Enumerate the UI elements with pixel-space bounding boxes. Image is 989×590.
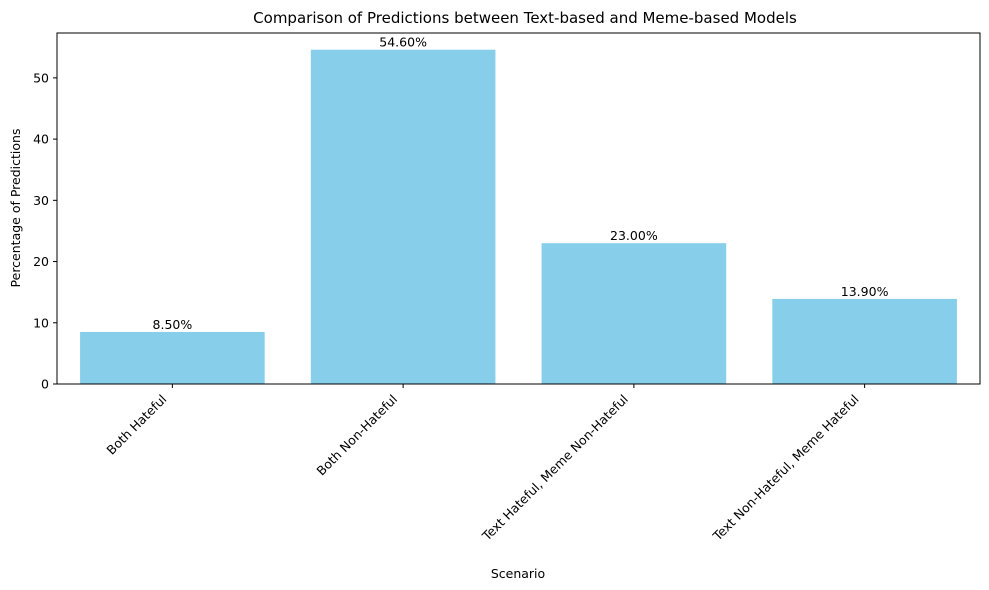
chart-title: Comparison of Predictions between Text-b… bbox=[253, 9, 797, 27]
y-tick-label-3: 20 bbox=[33, 254, 49, 269]
plot-frame bbox=[56, 32, 981, 385]
bar-3 bbox=[541, 243, 727, 384]
y-tick-label-6: 50 bbox=[33, 70, 49, 85]
plot-area: 8.50% 54.60% 23.00% 13.90% 0 10 20 30 40 50 Both H… bbox=[33, 32, 981, 545]
y-tick-label-2: 10 bbox=[33, 315, 49, 330]
bar-1 bbox=[80, 331, 265, 384]
data-label-3: 23.00% bbox=[610, 228, 658, 243]
y-tick-label-5: 40 bbox=[33, 132, 49, 147]
bar-4 bbox=[772, 298, 957, 384]
x-tick-label-1: Both Hateful bbox=[103, 392, 169, 458]
x-tick-label-2: Both Non-Hateful bbox=[313, 392, 400, 479]
data-label-2: 54.60% bbox=[379, 35, 427, 50]
data-label-4: 13.90% bbox=[841, 284, 889, 299]
x-axis-label: Scenario bbox=[491, 566, 545, 581]
x-tick-label-3: Text Hateful, Meme Non-Hateful bbox=[478, 392, 631, 545]
x-tick-label-4: Text Non-Hateful, Meme Hateful bbox=[709, 392, 862, 545]
data-label-1: 8.50% bbox=[153, 317, 193, 332]
bar-2 bbox=[310, 49, 496, 384]
y-tick-label-1: 0 bbox=[41, 377, 49, 392]
y-tick-label-4: 30 bbox=[33, 193, 49, 208]
y-axis-label: Percentage of Predictions bbox=[8, 129, 23, 288]
